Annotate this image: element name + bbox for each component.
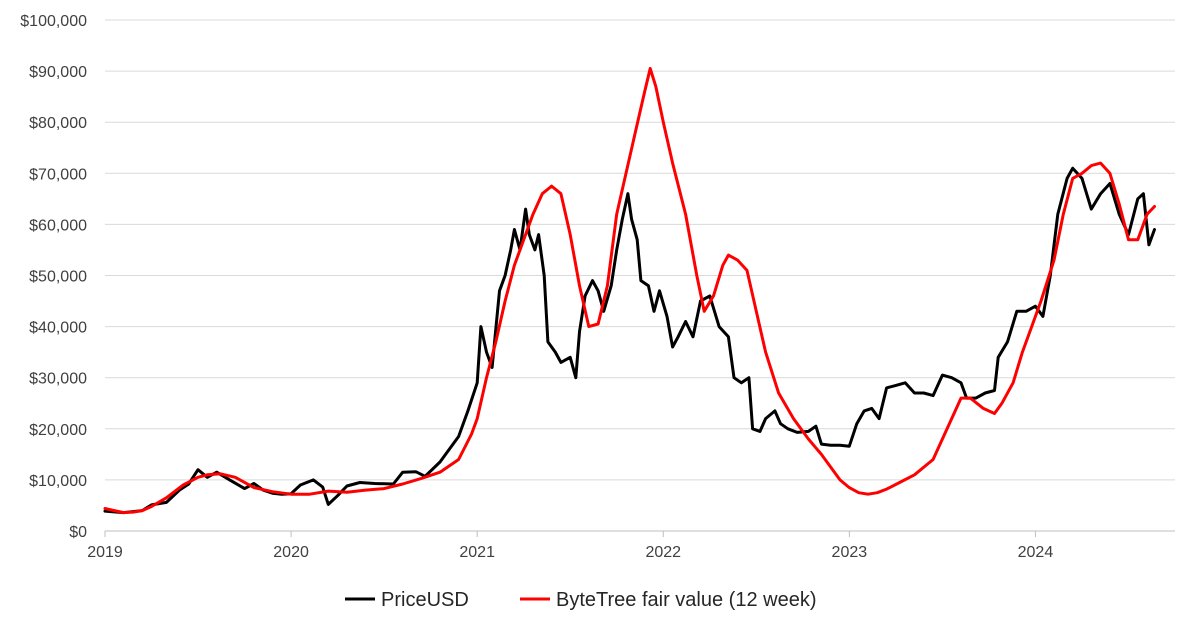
y-tick-label: $40,000 bbox=[29, 320, 87, 337]
y-tick-label: $80,000 bbox=[29, 115, 87, 132]
series-lines bbox=[103, 67, 1156, 515]
y-tick-label: $50,000 bbox=[29, 269, 87, 286]
series-line-price-usd bbox=[103, 166, 1156, 515]
y-tick-label: $60,000 bbox=[29, 217, 87, 234]
x-tick-label: 2024 bbox=[1018, 544, 1054, 561]
legend-entry-price-usd: PriceUSD bbox=[381, 589, 469, 611]
y-tick-label: $20,000 bbox=[29, 422, 87, 439]
y-tick-label: $0 bbox=[69, 524, 87, 541]
legend: PriceUSD ByteTree fair value (12 week) bbox=[345, 589, 816, 611]
y-tick-label: $70,000 bbox=[29, 166, 87, 183]
y-tick-label: $90,000 bbox=[29, 64, 87, 81]
x-tick-label: 2021 bbox=[459, 544, 495, 561]
legend-entry-bytetree-fair-value: ByteTree fair value (12 week) bbox=[556, 589, 816, 611]
series-line-bytetree-fair-value bbox=[103, 67, 1156, 515]
axes: $0 $10,000 $20,000 $30,000 $40,000 $50,000 $60… bbox=[20, 13, 1175, 561]
x-tick-label: 2020 bbox=[273, 544, 309, 561]
y-tick-label: $100,000 bbox=[20, 13, 87, 30]
x-tick-label: 2022 bbox=[645, 544, 681, 561]
gridlines bbox=[105, 19, 1175, 481]
x-tick-label: 2023 bbox=[832, 544, 868, 561]
y-tick-label: $30,000 bbox=[29, 371, 87, 388]
y-tick-label: $10,000 bbox=[29, 473, 87, 490]
x-tick-label: 2019 bbox=[87, 544, 123, 561]
